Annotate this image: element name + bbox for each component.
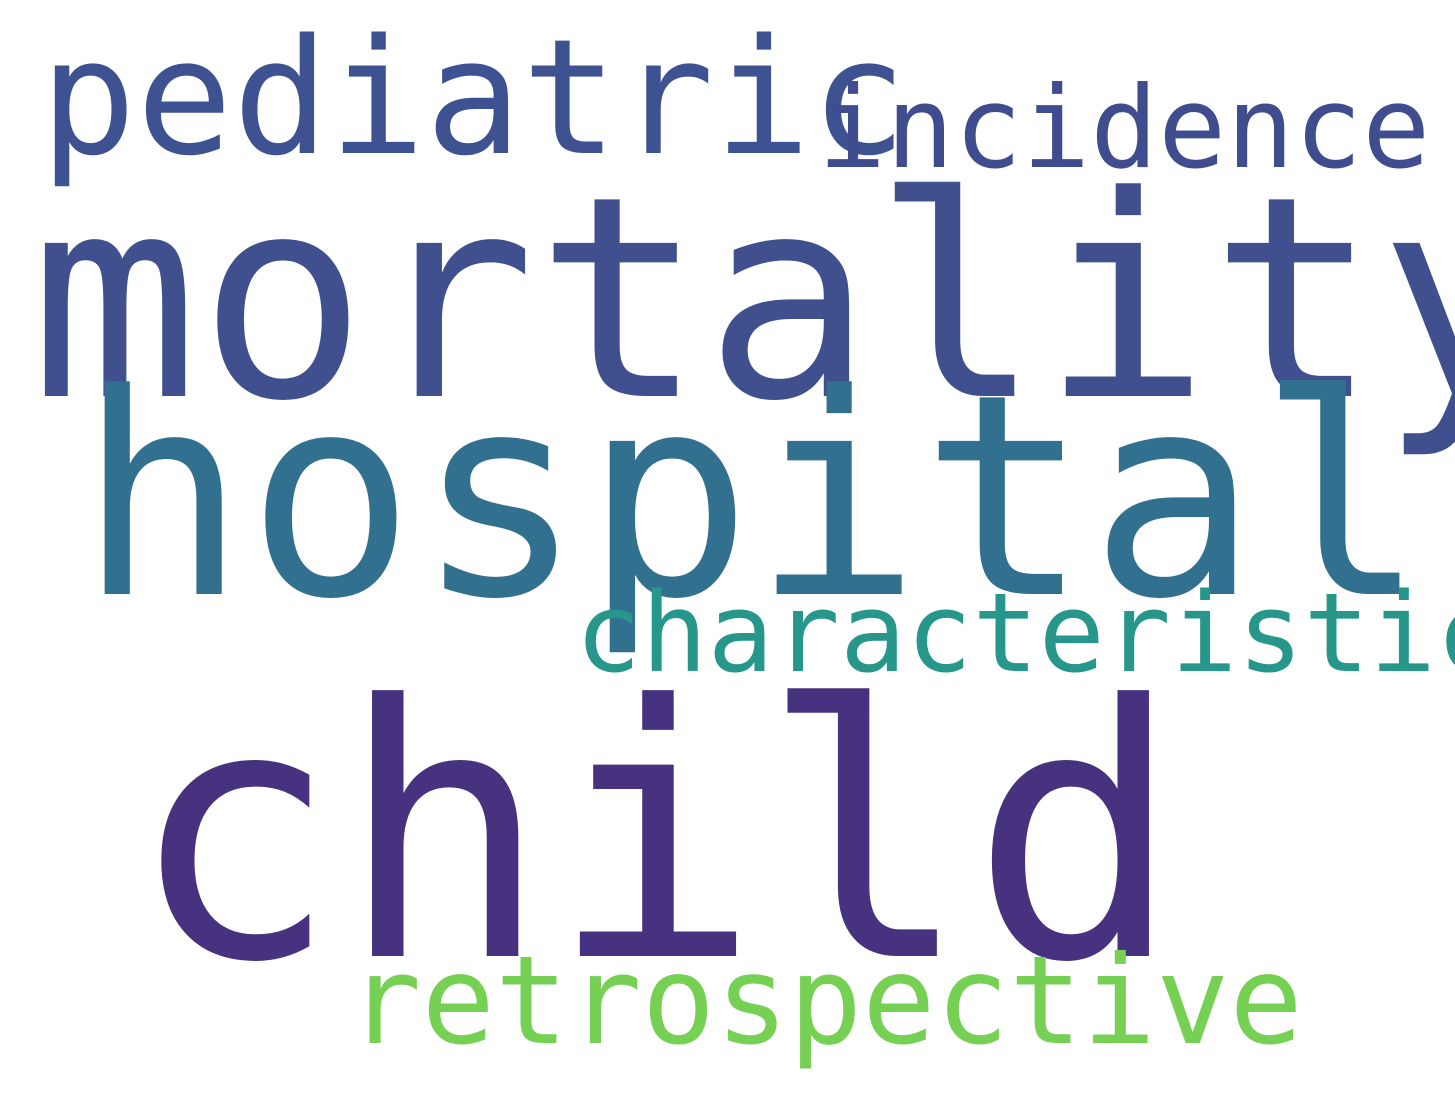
word-mortality: mortality	[30, 137, 1455, 463]
word-hospital: hospital	[78, 335, 1427, 661]
word-retrospective: retrospective	[348, 930, 1303, 1072]
word-child: child	[128, 631, 1182, 1039]
word-characteristic: characteristic	[575, 569, 1455, 697]
word-incidence: incidence	[818, 62, 1431, 194]
word-pediatric: pediatric	[40, 4, 907, 191]
